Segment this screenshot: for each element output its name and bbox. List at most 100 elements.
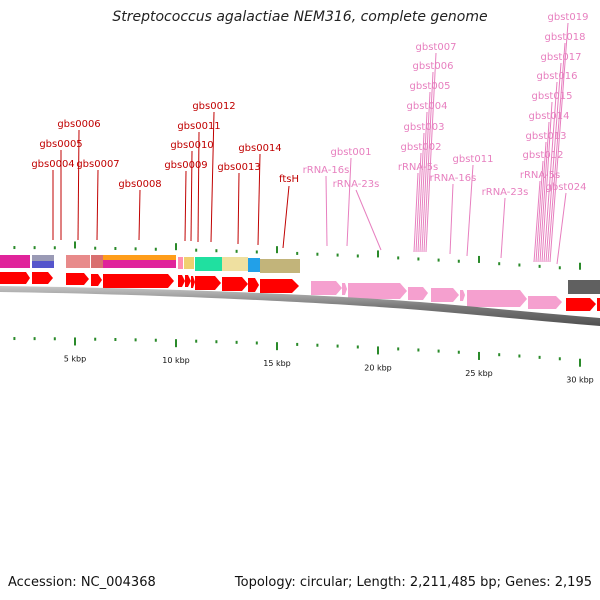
label-leader-line — [556, 192, 567, 265]
minor-tick — [215, 340, 218, 344]
major-tick — [74, 241, 76, 249]
major-tick — [377, 346, 379, 355]
cds-gene-label: gbs0013 — [217, 162, 260, 173]
cds-gene-label: gbs0004 — [31, 159, 74, 170]
rna-gene-label: rRNA-5s — [398, 162, 438, 173]
minor-tick — [215, 249, 218, 253]
genome-summary: Topology: circular; Length: 2,211,485 bp… — [234, 575, 592, 590]
label-leader-line — [237, 172, 240, 245]
minor-tick — [235, 340, 238, 344]
minor-tick — [498, 262, 501, 266]
minor-tick — [538, 264, 541, 268]
genome-backbone — [0, 286, 600, 326]
minor-tick — [255, 250, 258, 254]
label-leader-line — [449, 183, 454, 255]
label-leaders — [52, 22, 569, 265]
major-tick — [175, 339, 177, 348]
major-tick — [579, 358, 581, 367]
cds-gene-label: gbs0011 — [177, 121, 220, 132]
minor-tick — [397, 256, 400, 260]
label-leader-line — [541, 101, 553, 263]
scale-label: 30 kbp — [566, 376, 594, 385]
rna-gene-label: gbst011 — [453, 154, 494, 165]
rna-gene-label: rRNA-16s — [430, 173, 477, 184]
label-leader-line — [190, 150, 193, 242]
minor-tick — [457, 350, 460, 354]
label-leader-line — [77, 129, 80, 241]
minor-tick — [114, 337, 117, 341]
rna-gene-label: gbst001 — [331, 147, 372, 158]
rna-gene-label: rRNA-16s — [303, 165, 350, 176]
minor-tick — [53, 246, 56, 250]
minor-tick — [518, 354, 521, 358]
minor-tick — [356, 345, 359, 349]
label-leader-line — [500, 197, 506, 259]
minor-tick — [195, 339, 198, 343]
scale-label: 25 kbp — [465, 369, 493, 378]
rna-gene-label: gbst006 — [413, 61, 454, 72]
minor-tick — [13, 337, 16, 341]
cds-gene-label: gbs0005 — [39, 139, 82, 150]
rna-gene-label: gbst017 — [541, 52, 582, 63]
minor-tick — [498, 353, 501, 357]
label-leader-line — [539, 121, 550, 263]
rna-gene-label: gbst018 — [545, 32, 586, 43]
label-leader-line — [537, 141, 547, 263]
minor-tick — [437, 258, 440, 262]
minor-tick — [296, 342, 299, 346]
label-leader-line — [257, 153, 261, 246]
minor-tick — [195, 248, 198, 252]
rna-gene-label: gbst012 — [523, 150, 564, 161]
minor-tick — [134, 338, 137, 342]
label-leader-line — [346, 157, 352, 247]
minor-tick — [356, 254, 359, 258]
cds-gene-label: gbs0014 — [238, 143, 281, 154]
cds-gene-label: gbs0006 — [57, 119, 100, 130]
rna-gene-label: gbst014 — [529, 111, 570, 122]
rna-gene-label: gbst004 — [407, 101, 448, 112]
minor-tick — [13, 246, 16, 250]
minor-tick — [33, 337, 36, 341]
label-leader-line — [96, 169, 99, 241]
minor-tick — [154, 338, 157, 342]
minor-tick — [336, 253, 339, 257]
cds-gene-label: gbs0008 — [118, 179, 161, 190]
minor-tick — [94, 337, 97, 341]
label-leader-line — [325, 175, 328, 247]
minor-tick — [437, 349, 440, 353]
label-leader-line — [421, 91, 431, 253]
scale-label: 15 kbp — [263, 359, 291, 368]
scale-label: 20 kbp — [364, 363, 392, 372]
rna-track — [311, 281, 562, 309]
label-leader-line — [282, 185, 290, 249]
minor-tick — [336, 344, 339, 348]
cds-gene-label: gbs0010 — [170, 140, 213, 151]
cds-gene-label: gbs0012 — [192, 101, 235, 112]
minor-tick — [94, 246, 97, 250]
rna-gene-label: rRNA-5s — [520, 170, 560, 181]
label-leader-line — [535, 160, 544, 263]
minor-tick — [255, 341, 258, 345]
minor-tick — [33, 246, 36, 250]
rna-gene-label: gbst015 — [532, 91, 573, 102]
major-tick — [377, 250, 379, 258]
cds-track — [0, 272, 600, 311]
label-leader-line — [547, 42, 566, 263]
rna-gene-label: gbst013 — [526, 131, 567, 142]
label-leader-line — [543, 81, 558, 263]
minor-tick — [316, 252, 319, 256]
label-leader-line — [138, 189, 141, 241]
cds-gene-label: gbs0009 — [164, 160, 207, 171]
minor-ticks-lower — [13, 337, 581, 367]
minor-tick — [154, 247, 157, 251]
minor-tick — [558, 266, 561, 270]
genome-title: Streptococcus agalactiae NEM316, complet… — [112, 9, 488, 25]
scale-label: 5 kbp — [64, 354, 86, 363]
minor-tick — [538, 355, 541, 359]
major-tick — [175, 243, 177, 251]
rna-gene-label: gbst005 — [410, 81, 451, 92]
minor-tick — [316, 343, 319, 347]
rna-gene-label: gbst024 — [546, 182, 587, 193]
rna-gene-label: gbst016 — [537, 71, 578, 82]
